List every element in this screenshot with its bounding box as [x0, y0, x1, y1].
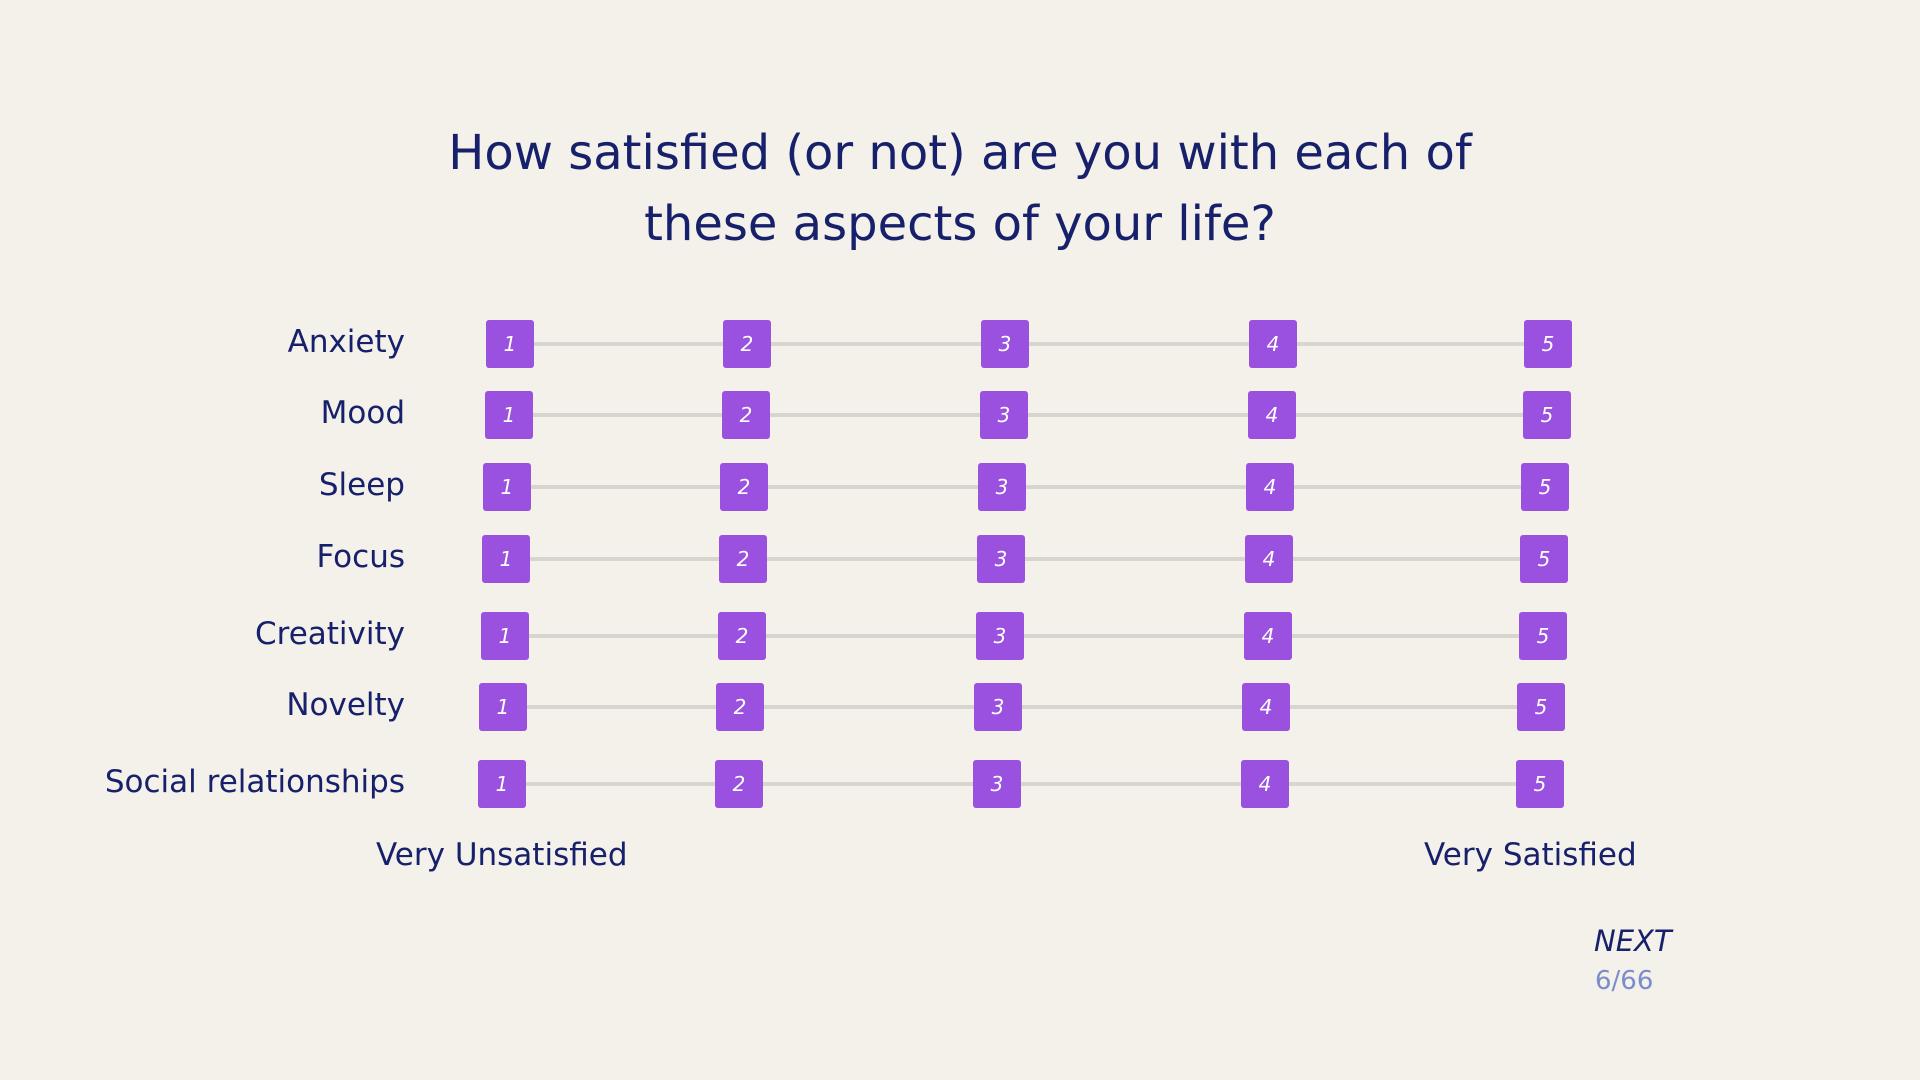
rating-row-anxiety: Anxiety 1 2 3 4 5 [0, 320, 1920, 368]
option-3-button[interactable]: 3 [974, 683, 1022, 731]
question-title: How satisfied (or not) are you with each… [360, 118, 1560, 260]
rating-row-mood: Mood 1 2 3 4 5 [0, 391, 1920, 439]
row-track [502, 782, 1540, 786]
option-3-button[interactable]: 3 [976, 612, 1024, 660]
option-2-button[interactable]: 2 [719, 535, 767, 583]
option-1-button[interactable]: 1 [483, 463, 531, 511]
row-label: Sleep [318, 467, 405, 503]
row-label: Focus [316, 539, 405, 575]
option-4-button[interactable]: 4 [1244, 612, 1292, 660]
option-3-button[interactable]: 3 [978, 463, 1026, 511]
scale-max-label: Very Satisfied [1424, 837, 1637, 873]
row-label: Novelty [286, 687, 405, 723]
option-2-button[interactable]: 2 [720, 463, 768, 511]
option-1-button[interactable]: 1 [486, 320, 534, 368]
option-1-button[interactable]: 1 [482, 535, 530, 583]
row-label: Creativity [254, 616, 405, 652]
option-3-button[interactable]: 3 [977, 535, 1025, 583]
rating-row-social-relationships: Social relationships 1 2 3 4 5 [0, 760, 1920, 808]
row-label: Mood [320, 395, 405, 431]
option-1-button[interactable]: 1 [485, 391, 533, 439]
row-label: Anxiety [287, 324, 405, 360]
row-track [509, 413, 1547, 417]
option-4-button[interactable]: 4 [1248, 391, 1296, 439]
option-3-button[interactable]: 3 [981, 320, 1029, 368]
option-5-button[interactable]: 5 [1521, 463, 1569, 511]
row-track [505, 634, 1543, 638]
option-5-button[interactable]: 5 [1519, 612, 1567, 660]
rating-row-focus: Focus 1 2 3 4 5 [0, 535, 1920, 583]
option-1-button[interactable]: 1 [478, 760, 526, 808]
rating-row-sleep: Sleep 1 2 3 4 5 [0, 463, 1920, 511]
option-3-button[interactable]: 3 [973, 760, 1021, 808]
option-5-button[interactable]: 5 [1517, 683, 1565, 731]
row-track [507, 485, 1545, 489]
option-5-button[interactable]: 5 [1516, 760, 1564, 808]
row-track [510, 342, 1548, 346]
option-2-button[interactable]: 2 [718, 612, 766, 660]
option-5-button[interactable]: 5 [1523, 391, 1571, 439]
row-label: Social relationships [104, 764, 405, 800]
option-2-button[interactable]: 2 [715, 760, 763, 808]
rating-row-creativity: Creativity 1 2 3 4 5 [0, 612, 1920, 660]
progress-counter: 6/66 [1595, 966, 1654, 996]
row-track [503, 705, 1541, 709]
option-1-button[interactable]: 1 [479, 683, 527, 731]
scale-min-label: Very Unsatisfied [376, 837, 628, 873]
row-track [506, 557, 1544, 561]
rating-row-novelty: Novelty 1 2 3 4 5 [0, 683, 1920, 731]
option-4-button[interactable]: 4 [1249, 320, 1297, 368]
option-2-button[interactable]: 2 [723, 320, 771, 368]
option-4-button[interactable]: 4 [1246, 463, 1294, 511]
option-4-button[interactable]: 4 [1242, 683, 1290, 731]
option-5-button[interactable]: 5 [1524, 320, 1572, 368]
option-3-button[interactable]: 3 [980, 391, 1028, 439]
option-4-button[interactable]: 4 [1245, 535, 1293, 583]
option-4-button[interactable]: 4 [1241, 760, 1289, 808]
question-line-2: these aspects of your life? [644, 196, 1276, 252]
option-2-button[interactable]: 2 [716, 683, 764, 731]
option-5-button[interactable]: 5 [1520, 535, 1568, 583]
option-2-button[interactable]: 2 [722, 391, 770, 439]
next-button[interactable]: NEXT [1594, 924, 1672, 958]
question-line-1: How satisfied (or not) are you with each… [448, 125, 1472, 181]
option-1-button[interactable]: 1 [481, 612, 529, 660]
